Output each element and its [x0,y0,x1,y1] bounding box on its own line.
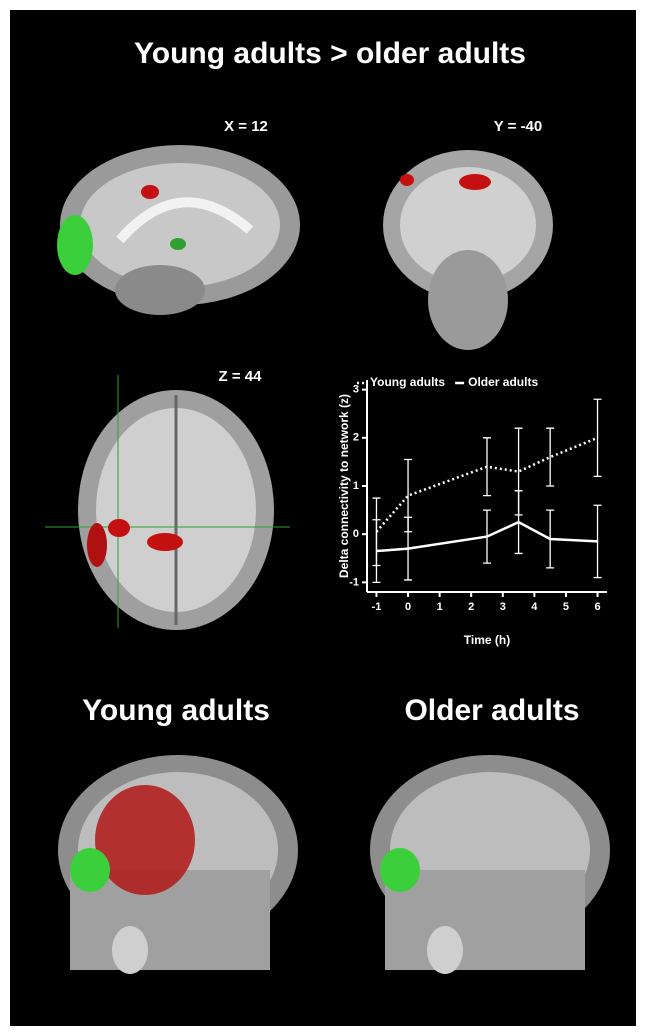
x-tick-label: 1 [437,601,443,613]
y-tick-label: 3 [353,384,359,396]
x-tick-label: 0 [405,601,411,613]
y-tick-label: 0 [353,528,359,540]
slice-label: Z = 44 [219,368,263,385]
rendering-label: Young adults [82,694,270,727]
figure: Young adults > older adults X = 12 Y = -… [0,0,646,1036]
x-tick-label: 4 [531,601,538,613]
y-tick-label: -1 [349,576,359,588]
x-tick-label: -1 [372,601,382,613]
legend-label: Young adults [370,375,445,389]
legend-label: Older adults [468,375,538,389]
x-tick-label: 3 [500,601,506,613]
y-axis-label: Delta connectivity to network (z) [337,394,351,578]
figure-title: Young adults > older adults [134,37,526,70]
y-tick-label: 1 [353,480,359,492]
rendering-young [58,755,298,974]
x-tick-label: 2 [468,601,474,613]
y-tick-label: 2 [353,432,359,444]
x-tick-label: 6 [594,601,600,613]
slice-label: X = 12 [224,118,268,135]
page: {"title": "Young adults > older adults",… [0,0,646,1036]
rendering-label: Older adults [404,694,579,727]
x-axis-label: Time (h) [464,633,510,647]
x-tick-label: 5 [563,601,569,613]
rendering-older [370,755,610,974]
slice-label: Y = -40 [494,118,543,135]
